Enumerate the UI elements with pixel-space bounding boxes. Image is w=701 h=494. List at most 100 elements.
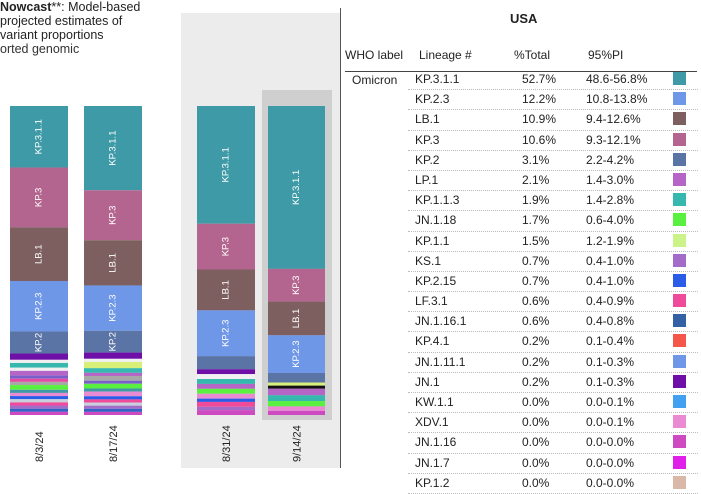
lineage-cell: LF.3.1 (415, 294, 448, 309)
table-row: JN.1.11.1 0.2% 0.1-0.3% (408, 353, 698, 373)
percent-cell: 0.2% (522, 374, 550, 389)
x-tick-label: 8/17/24 (108, 425, 120, 462)
bar-segment (84, 383, 142, 389)
lineage-cell: KW.1.1 (415, 395, 454, 409)
color-swatch (673, 132, 686, 146)
bar-segment-label: KP.3.1.1 (108, 131, 119, 166)
bar-segment (10, 385, 68, 390)
percent-cell: 0.2% (522, 354, 550, 369)
percent-cell: 0.7% (522, 253, 550, 268)
bar-segment (197, 106, 255, 224)
percent-cell: 0.6% (522, 294, 550, 309)
bar-segment (197, 374, 255, 380)
table-row: KP.3 10.6% 9.3-12.1% (408, 131, 698, 151)
bar-segment (10, 396, 68, 400)
pi-cell: 48.6-56.8% (586, 72, 648, 86)
x-tick-label: 8/3/24 (34, 431, 46, 462)
pi-cell: 0.4-0.9% (586, 294, 635, 309)
bar-segment-label: LB.1 (291, 309, 302, 329)
bar-segment (84, 396, 142, 400)
bar-segment (84, 368, 142, 373)
bar-segment (197, 393, 255, 399)
lineage-cell: JN.1.16 (415, 435, 457, 450)
lineage-cell: KS.1 (415, 253, 442, 268)
bar-segment (84, 402, 142, 406)
bar-segment (10, 362, 68, 368)
pi-cell: 10.8-13.8% (586, 92, 648, 107)
bar-segment (84, 380, 142, 384)
bar-segment (10, 375, 68, 379)
bar-segment (10, 392, 68, 397)
bar-segment (197, 410, 255, 415)
bar-segment (84, 408, 142, 412)
color-swatch (673, 193, 686, 207)
lineage-cell: JN.1.16.1 (415, 314, 467, 329)
pi-cell: 0.0-0.0% (586, 455, 635, 470)
color-swatch (673, 273, 686, 287)
col-header-who-label: WHO label (345, 48, 404, 62)
bar-segment-label: KP.3 (221, 237, 232, 256)
pi-cell: 1.4-3.0% (586, 172, 635, 187)
bar-segment (197, 398, 255, 402)
table-row: LF.3.1 0.6% 0.4-0.9% (408, 292, 698, 313)
bar-segment-label: KP.2 (108, 332, 119, 351)
bar-segment (84, 411, 142, 415)
color-swatch (673, 455, 686, 469)
percent-cell: 1.7% (522, 213, 550, 228)
nowcast-description: **: Model-based projected estimates of v… (0, 0, 141, 42)
bar-segment (84, 375, 142, 381)
bar-segment (84, 190, 142, 241)
bar-segment (10, 405, 68, 409)
bar-segment-label: KP.3 (291, 276, 302, 295)
lineage-cell: KP.2 (415, 152, 440, 167)
pi-cell: 0.0-0.0% (586, 475, 635, 490)
bar-segment (268, 385, 325, 389)
color-swatch (673, 213, 686, 227)
pi-cell: 0.0-0.0% (586, 435, 635, 450)
color-swatch (673, 374, 686, 388)
bar-segment (197, 388, 255, 394)
table-row: JN.1.16 0.0% 0.0-0.0% (408, 433, 698, 454)
bar-segment (268, 335, 325, 373)
who-label-cell: Omicron (352, 73, 398, 87)
variant-table: USA WHO label Lineage # %Total 95%PI Omi… (342, 0, 701, 494)
bar-segment (10, 411, 68, 415)
color-swatch (673, 314, 686, 328)
nowcast-title: Nowcast (0, 0, 52, 14)
bar-segment-label: KP.2.3 (108, 294, 119, 321)
bar-segment (197, 223, 255, 270)
bar-segment (84, 399, 142, 403)
chart-panel: orted genomic Nowcast**: Model-based pro… (0, 0, 341, 468)
color-swatch (673, 172, 686, 186)
bar-segment (10, 353, 68, 360)
bar-segment (268, 388, 325, 396)
bar-segment (84, 361, 142, 369)
bar-segment (197, 379, 255, 384)
table-row: JN.1.16.1 0.6% 0.4-0.8% (408, 312, 698, 333)
bar-segment (84, 240, 142, 286)
bar-segment (10, 381, 68, 386)
percent-cell: 0.2% (522, 334, 550, 349)
percent-cell: 52.7% (522, 72, 557, 86)
lineage-cell: KP.1.1.3 (415, 193, 460, 208)
bar-segment (10, 331, 68, 354)
bar-segment (268, 395, 325, 402)
bar-segment (197, 369, 255, 375)
bar-segment (10, 280, 68, 332)
bar-segment (268, 406, 325, 411)
bar-segment-label: KP.2.3 (34, 293, 45, 320)
table-row: LP.1 2.1% 1.4-3.0% (408, 171, 698, 192)
table-row: KP.2.3 12.2% 10.8-13.8% (408, 90, 698, 111)
lineage-cell: JN.1.18 (415, 213, 457, 228)
bar-segment (84, 405, 142, 409)
bar-segment (84, 106, 142, 191)
bar-segment (268, 410, 325, 415)
percent-cell: 0.0% (522, 455, 550, 470)
color-swatch (673, 112, 686, 126)
nowcast-header: Nowcast**: Model-based projected estimat… (0, 0, 155, 42)
x-tick-label: 8/31/24 (221, 425, 233, 462)
bar-segment (84, 352, 142, 359)
bar-segment (197, 383, 255, 389)
pi-cell: 0.1-0.4% (586, 334, 635, 349)
col-header-95-pi: 95%PI (588, 48, 624, 62)
